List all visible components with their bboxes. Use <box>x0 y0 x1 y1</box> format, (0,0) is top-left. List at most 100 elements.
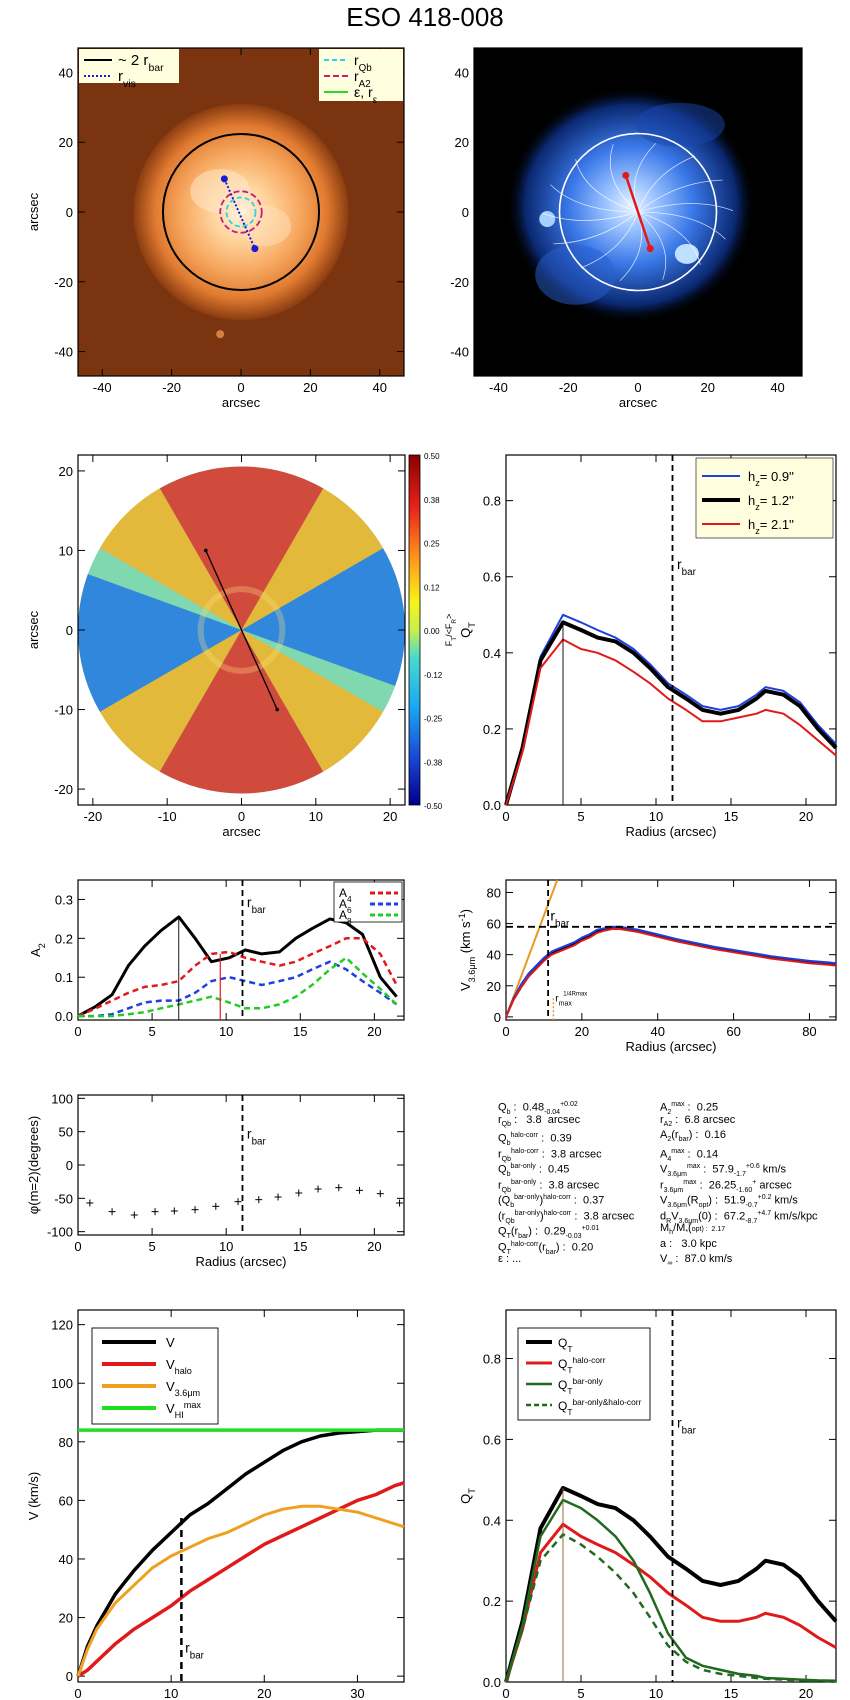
y-tick-label: 0.8 <box>483 494 501 509</box>
y-axis-label: arcsec <box>26 192 41 231</box>
y-tick-label: 0.2 <box>55 931 73 946</box>
x-tick-label: 20 <box>383 809 397 824</box>
legend-label-2rbar: ~ 2 rbar <box>118 52 164 74</box>
axes-p4: 0 5 10 15 20 0.0 0.2 0.4 0.6 0.8 Radius (arcsec) QT <box>458 454 837 839</box>
y-tick-label: 0 <box>66 205 73 220</box>
x-tick-label: 10 <box>219 1239 233 1254</box>
y-tick-label: 100 <box>51 1091 73 1106</box>
map-sector <box>99 488 242 630</box>
x-tick-label: 15 <box>293 1239 307 1254</box>
y-tick-label: -20 <box>450 275 469 290</box>
colorbar-tick-label: -0.38 <box>424 758 443 767</box>
colorbar-tick-label: -0.50 <box>424 802 443 811</box>
y-tick-label: 0 <box>66 623 73 638</box>
legend-label: QThalo-corr <box>558 1355 606 1375</box>
x-axis-label: arcsec <box>619 395 658 410</box>
annotation-rbar: rbar <box>185 1640 205 1662</box>
info-left-block: Qb : 0.48-0.04+0.02 rQb : 3.8 arcsec Qbhal… <box>498 1097 634 1268</box>
series-line-p9-2 <box>76 1504 405 1677</box>
contour-line <box>637 155 696 213</box>
x-tick-label: 0 <box>237 380 244 395</box>
info-line: A2max : 0.25 <box>660 1101 719 1116</box>
y-tick-label: 0.3 <box>55 892 73 907</box>
map-sector <box>241 488 384 630</box>
legend-label-rvis: rvis <box>118 68 136 90</box>
legend-label: A8 <box>339 908 352 926</box>
x-tick-label: 20 <box>257 1686 271 1700</box>
plot-frame <box>77 1094 405 1236</box>
x-tick-label: 10 <box>164 1686 178 1700</box>
series-line-p5-0 <box>77 915 398 1018</box>
x-tick-label: 0 <box>502 809 509 824</box>
y-tick-label: 0.2 <box>483 1594 501 1609</box>
legend-label: hz= 2.1'' <box>748 517 794 536</box>
galaxy-arm <box>535 244 616 305</box>
series-line-p4-0 <box>505 613 837 806</box>
info-line: A4max : 0.14 <box>660 1147 719 1163</box>
galaxy-blue-image <box>474 48 802 376</box>
y-axis-label: QT <box>458 1488 477 1504</box>
contour-line <box>575 159 639 213</box>
x-tick-label: 15 <box>293 1024 307 1039</box>
annotation-rbar: rbar <box>677 1414 697 1436</box>
x-tick-label: 40 <box>650 1024 664 1039</box>
annotation-rbar: rbar <box>247 894 267 916</box>
legend-label: rQb <box>354 52 372 74</box>
info-line: V3.6μm(Ropt) : 51.9-0.7+0.2 km/s <box>660 1194 798 1209</box>
x-tick-label: 20 <box>575 1024 589 1039</box>
x-tick-label: 0 <box>74 1686 81 1700</box>
x-tick-label: 5 <box>577 809 584 824</box>
x-tick-label: 5 <box>148 1024 155 1039</box>
info-line: rQbbar-only : 3.8 arcsec <box>498 1178 600 1194</box>
x-tick-label: 30 <box>350 1686 364 1700</box>
y-tick-label: 0.6 <box>483 1432 501 1447</box>
map-sector <box>99 630 242 772</box>
y-tick-label: 0 <box>66 1158 73 1173</box>
info-line: Qbhalo-corr : 0.39 <box>498 1132 572 1147</box>
rvis-endpoint <box>251 245 259 253</box>
y-tick-label: 120 <box>51 1318 73 1333</box>
y-tick-label: 50 <box>59 1125 73 1140</box>
galaxy-knot <box>239 205 292 246</box>
y-tick-label: 0.4 <box>483 646 501 661</box>
info-line: dRV3.6μm(0) : 67.2-8.7+4.7 km/s/kpc <box>660 1209 818 1225</box>
x-tick-label: 0 <box>74 1239 81 1254</box>
y-tick-label: -20 <box>54 782 73 797</box>
y-tick-label: 40 <box>487 948 501 963</box>
legend-label: VHImax <box>166 1400 201 1420</box>
contour-line <box>637 211 667 280</box>
y-tick-label: -10 <box>54 703 73 718</box>
force-ratio-heatmap <box>78 466 405 794</box>
series-line-p4-2 <box>505 638 837 806</box>
colorbar-tick-label: -0.25 <box>424 715 443 724</box>
y-axis-label: QT <box>458 622 477 638</box>
info-line: A2(rbar) : 0.16 <box>660 1129 726 1144</box>
map-sector <box>78 574 242 712</box>
x-tick-label: 20 <box>367 1239 381 1254</box>
series-line-p5-2 <box>78 960 398 1018</box>
y-tick-label: 20 <box>59 135 73 150</box>
legend-box-left <box>79 49 179 83</box>
y-tick-label: 0.1 <box>55 970 73 985</box>
annotation-rbar: rbar <box>550 907 570 929</box>
bar-line <box>205 550 278 710</box>
plot-frame <box>77 1309 405 1683</box>
map-sector <box>241 548 405 686</box>
y-tick-label: 60 <box>487 917 501 932</box>
x-tick-label: -20 <box>162 380 181 395</box>
info-line: r3.6μmmax : 26.25-1.60+ arcsec <box>660 1178 792 1194</box>
x-tick-label: 5 <box>577 1686 584 1700</box>
contour-line <box>637 211 726 240</box>
y-tick-label: 100 <box>51 1376 73 1391</box>
legend-label: rA2 <box>354 68 371 90</box>
y-tick-label: -20 <box>54 275 73 290</box>
x-axis-label: arcsec <box>222 395 261 410</box>
legend-label: QT <box>558 1336 572 1354</box>
x-tick-label: 5 <box>148 1239 155 1254</box>
y-tick-label: 10 <box>59 543 73 558</box>
axes-p6: 0 20 40 60 80 0 20 40 60 80 Radius (arcsec) V3.6μm … <box>457 879 837 1054</box>
contour-line <box>637 179 723 213</box>
map-ring <box>197 586 286 674</box>
legend-label: A6 <box>339 897 352 915</box>
